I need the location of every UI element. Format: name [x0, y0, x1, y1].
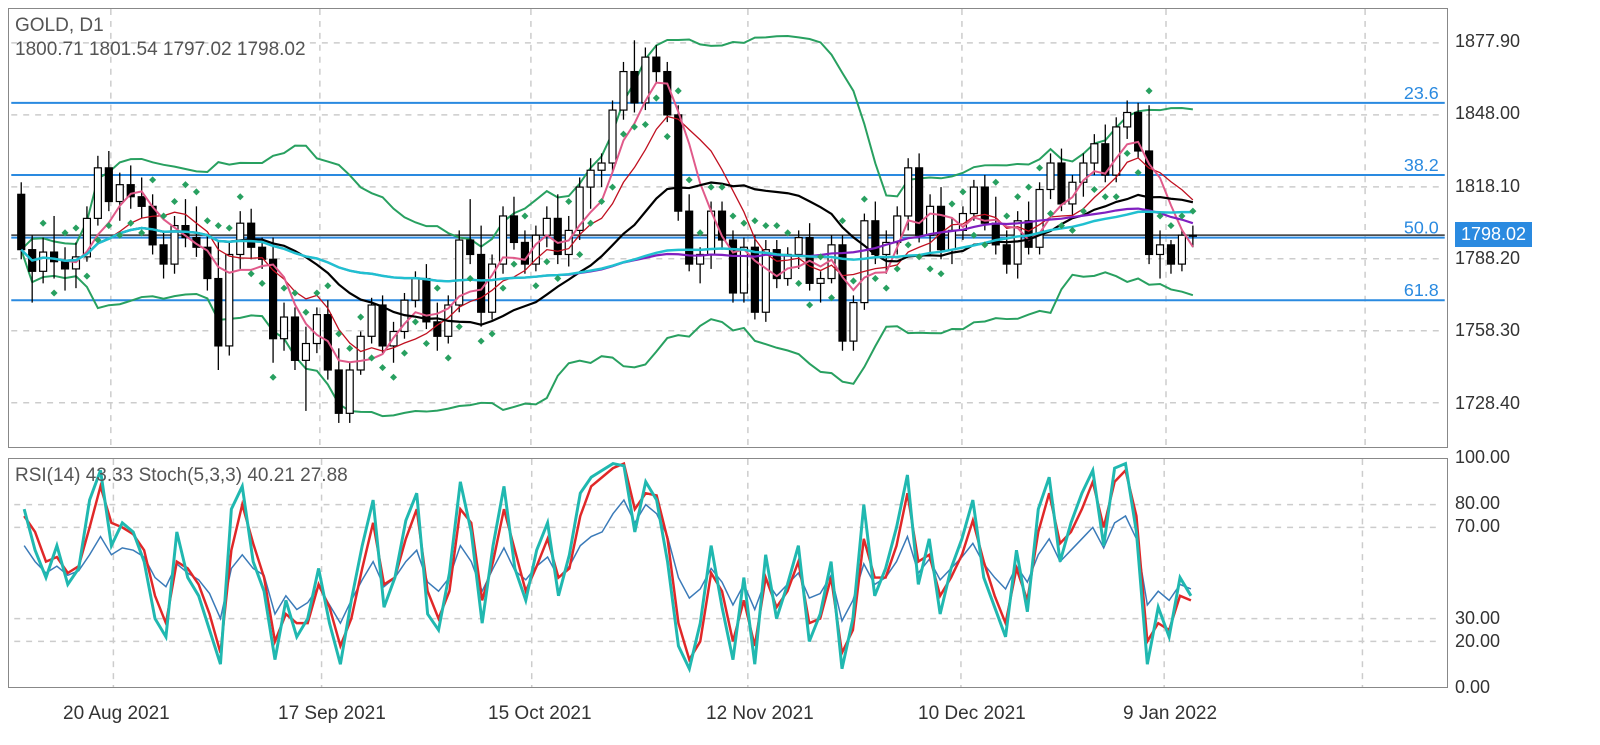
svg-text:23.6: 23.6	[1404, 83, 1439, 103]
y-axis-main: 1877.90 1848.00 1818.10 1788.20 1758.30 1728.…	[1455, 8, 1595, 448]
indicator-y-tick: 100.00	[1455, 447, 1510, 468]
y-tick-label: 1848.00	[1455, 103, 1520, 124]
y-tick-label: 1877.90	[1455, 31, 1520, 52]
y-tick-label: 1728.40	[1455, 393, 1520, 414]
indicator-panel[interactable]: RSI(14) 43.33 Stoch(5,3,3) 40.21 27.88	[8, 458, 1448, 688]
y-axis-indicator: 100.0080.0070.0030.0020.000.00	[1455, 458, 1595, 688]
indicator-y-tick: 80.00	[1455, 493, 1500, 514]
y-tick-label: 1788.20	[1455, 248, 1520, 269]
main-chart-svg: 23.6 38.2 50.0 61.8	[9, 9, 1447, 447]
x-tick-label: 12 Nov 2021	[706, 703, 814, 725]
current-price-tag: 1798.02	[1455, 222, 1532, 247]
x-tick-label: 10 Dec 2021	[918, 703, 1026, 725]
indicator-y-tick: 70.00	[1455, 516, 1500, 537]
indicator-y-tick: 0.00	[1455, 677, 1490, 698]
chart-container: 23.6 38.2 50.0 61.8 GOLD, D1 1800.71 1801.5…	[0, 0, 1600, 745]
svg-text:61.8: 61.8	[1404, 280, 1439, 300]
svg-text:50.0: 50.0	[1404, 218, 1439, 238]
chart-symbol: GOLD, D1	[15, 15, 104, 37]
indicator-y-tick: 20.00	[1455, 631, 1500, 652]
x-tick-label: 9 Jan 2022	[1123, 703, 1217, 725]
main-price-panel[interactable]: 23.6 38.2 50.0 61.8 GOLD, D1 1800.71 1801.5…	[8, 8, 1448, 448]
x-tick-label: 20 Aug 2021	[63, 703, 170, 725]
indicator-y-tick: 30.00	[1455, 608, 1500, 629]
x-tick-label: 15 Oct 2021	[488, 703, 592, 725]
y-tick-label: 1818.10	[1455, 176, 1520, 197]
x-tick-label: 17 Sep 2021	[278, 703, 386, 725]
svg-text:38.2: 38.2	[1404, 155, 1439, 175]
indicator-chart-svg	[9, 459, 1447, 687]
chart-ohlc: 1800.71 1801.54 1797.02 1798.02	[15, 39, 306, 61]
y-tick-label: 1758.30	[1455, 320, 1520, 341]
x-axis: 20 Aug 2021 17 Sep 2021 15 Oct 2021 12 Nov …	[8, 695, 1448, 735]
indicator-title: RSI(14) 43.33 Stoch(5,3,3) 40.21 27.88	[15, 465, 348, 487]
